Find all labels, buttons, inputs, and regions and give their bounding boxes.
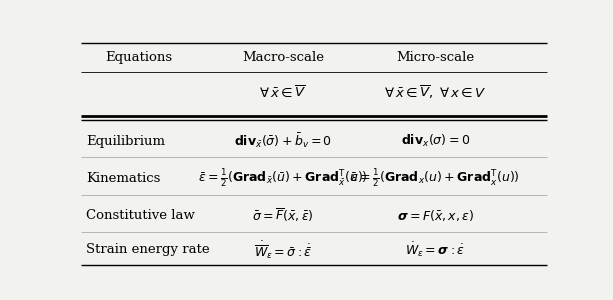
Text: $\mathbf{div}_{x}(\sigma) = 0$: $\mathbf{div}_{x}(\sigma) = 0$	[401, 133, 470, 149]
Text: Equations: Equations	[105, 51, 172, 64]
Text: Strain energy rate: Strain energy rate	[86, 243, 210, 256]
Text: $\forall\,\bar{x} \in \overline{V},\; \forall\,x \in V$: $\forall\,\bar{x} \in \overline{V},\; \f…	[384, 84, 487, 101]
Text: Kinematics: Kinematics	[86, 172, 161, 184]
Text: $\dot{W}_{\varepsilon} = \boldsymbol{\sigma} : \dot{\varepsilon}$: $\dot{W}_{\varepsilon} = \boldsymbol{\si…	[405, 240, 465, 259]
Text: Micro-scale: Micro-scale	[396, 51, 474, 64]
Text: $\boldsymbol{\sigma} = F(\bar{x}, x, \varepsilon)$: $\boldsymbol{\sigma} = F(\bar{x}, x, \va…	[397, 208, 474, 223]
Text: Macro-scale: Macro-scale	[242, 51, 324, 64]
Text: $\varepsilon = \frac{1}{2}(\mathbf{Grad}_{x}(u) + \mathbf{Grad}^{\mathrm{T}}_{x}: $\varepsilon = \frac{1}{2}(\mathbf{Grad}…	[351, 167, 520, 189]
Text: $\mathbf{div}_{\bar{x}}(\bar{\sigma}) + \bar{b}_v = 0$: $\mathbf{div}_{\bar{x}}(\bar{\sigma}) + …	[234, 132, 332, 150]
Text: Equilibrium: Equilibrium	[86, 135, 165, 148]
Text: $\bar{\sigma} = \overline{F}(\bar{x}, \bar{\varepsilon})$: $\bar{\sigma} = \overline{F}(\bar{x}, \b…	[253, 206, 314, 224]
Text: $\dot{\overline{W}}_{\varepsilon} = \bar{\sigma} : \dot{\bar{\varepsilon}}$: $\dot{\overline{W}}_{\varepsilon} = \bar…	[254, 239, 313, 260]
Text: Constitutive law: Constitutive law	[86, 208, 195, 221]
Text: $\bar{\varepsilon} = \frac{1}{2}(\mathbf{Grad}_{\bar{x}}(\bar{u}) + \mathbf{Grad: $\bar{\varepsilon} = \frac{1}{2}(\mathbf…	[199, 167, 368, 189]
Text: $\forall\,\bar{x} \in \overline{V}$: $\forall\,\bar{x} \in \overline{V}$	[259, 85, 307, 101]
